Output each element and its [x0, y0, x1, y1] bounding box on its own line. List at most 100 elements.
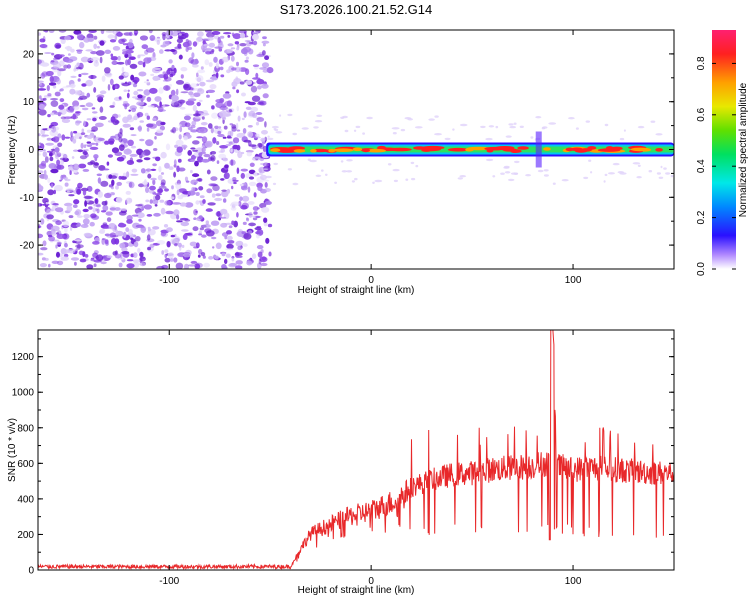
noise-blob [252, 77, 261, 80]
noise-blob [70, 75, 77, 78]
noise-blob [191, 52, 195, 59]
noise-blob [224, 164, 229, 169]
noise-blob [192, 64, 199, 68]
noise-blob [509, 125, 516, 129]
noise-blob [90, 257, 95, 260]
noise-blob [207, 202, 216, 206]
noise-blob [253, 192, 257, 198]
noise-blob [178, 54, 183, 60]
colorbar-tick-label: 0.0 [696, 262, 707, 276]
noise-blob [248, 48, 254, 55]
noise-blob [79, 104, 86, 108]
noise-blob [70, 48, 75, 53]
noise-blob [73, 199, 80, 205]
noise-blob [351, 180, 355, 183]
noise-blob [90, 213, 97, 218]
noise-blob [49, 152, 53, 157]
noise-blob [79, 258, 87, 263]
noise-blob [76, 188, 82, 195]
noise-blob [200, 122, 208, 126]
noise-blob [156, 129, 163, 134]
noise-blob [316, 114, 323, 118]
noise-blob [88, 206, 93, 210]
noise-blob [236, 129, 241, 132]
signal-peak [270, 148, 281, 152]
signal-peak [506, 146, 514, 151]
noise-blob [387, 163, 392, 166]
noise-blob [96, 204, 101, 208]
noise-blob [168, 166, 174, 171]
noise-blob [179, 106, 186, 110]
noise-blob [40, 247, 48, 251]
noise-blob [157, 174, 163, 181]
noise-blob [575, 127, 579, 130]
noise-blob [159, 125, 165, 131]
y-tick-label: 0 [28, 145, 34, 156]
noise-blob [109, 105, 115, 108]
noise-blob [428, 118, 435, 121]
noise-blob [190, 179, 198, 185]
noise-blob [237, 245, 243, 251]
noise-blob [255, 145, 259, 149]
noise-blob [184, 202, 194, 208]
noise-blob [227, 240, 235, 244]
noise-blob [145, 186, 150, 193]
noise-blob [110, 175, 117, 179]
noise-blob [193, 113, 201, 117]
noise-blob [156, 240, 166, 245]
noise-blob [78, 163, 87, 169]
noise-blob [145, 139, 154, 147]
noise-blob [525, 174, 531, 177]
noise-blob [124, 72, 129, 76]
signal-peak [388, 147, 412, 152]
noise-blob [227, 43, 234, 47]
noise-blob [264, 200, 272, 205]
noise-blob [265, 175, 272, 179]
noise-blob [117, 114, 121, 118]
noise-blob [457, 177, 463, 180]
noise-blob [245, 56, 249, 60]
noise-blob [140, 168, 146, 174]
colorbar-ticks: 0.0 0.2 0.4 0.6 0.8 [696, 56, 736, 276]
noise-blob [195, 192, 200, 196]
noise-blob [242, 243, 248, 247]
noise-blob [190, 169, 193, 174]
noise-blob [70, 257, 80, 261]
noise-blob [83, 232, 92, 237]
noise-blob [157, 188, 164, 193]
noise-blob [139, 120, 144, 123]
noise-blob [670, 174, 674, 178]
noise-blob [256, 117, 265, 122]
noise-blob [344, 129, 349, 133]
noise-blob [60, 88, 64, 92]
noise-blob [230, 148, 233, 153]
noise-blob [372, 181, 375, 184]
noise-blob [252, 34, 259, 41]
spectrogram-heatmap [38, 30, 674, 269]
noise-blob [164, 253, 168, 259]
noise-blob [142, 181, 149, 186]
noise-blob [184, 219, 191, 222]
noise-blob [110, 56, 119, 61]
noise-blob [315, 174, 322, 177]
noise-blob [175, 139, 184, 146]
noise-blob [263, 101, 267, 104]
noise-blob [117, 132, 123, 138]
noise-blob [116, 61, 125, 65]
snr-frame [37, 329, 675, 571]
noise-blob [619, 172, 627, 175]
noise-blob [73, 130, 78, 134]
noise-blob [139, 106, 144, 110]
noise-blob [152, 179, 156, 186]
noise-blob [110, 172, 119, 176]
noise-blob [111, 238, 117, 245]
noise-blob [245, 80, 253, 85]
noise-blob [354, 177, 358, 181]
noise-blob [99, 40, 105, 46]
noise-blob [149, 185, 156, 191]
noise-blob [226, 235, 233, 241]
noise-blob [99, 56, 103, 64]
noise-blob [111, 147, 120, 154]
noise-blob [612, 162, 620, 166]
noise-blob [257, 186, 263, 192]
